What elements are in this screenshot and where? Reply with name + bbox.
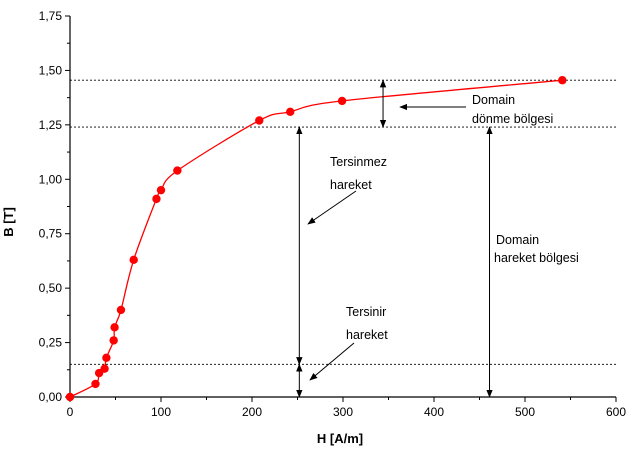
reference-lines: [70, 79, 616, 365]
data-point: [100, 364, 109, 373]
x-tick-label: 0: [67, 405, 74, 419]
data-point: [173, 166, 182, 175]
y-tick-label: 0,00: [39, 390, 63, 404]
annotation-tersinir-line2: hareket: [346, 328, 388, 342]
data-point: [156, 185, 166, 195]
annotation-domain-donme-line2: dönme bölgesi: [472, 112, 553, 126]
data-point: [255, 116, 264, 125]
data-point: [337, 96, 347, 106]
data-point: [109, 336, 118, 345]
y-ticks: 0,00 0,25 0,50 0,75 1,00 1,25 1,50 1,75: [39, 9, 70, 404]
tersinmez-pointer-arrow: [307, 190, 357, 225]
y-tick-label: 1,75: [39, 9, 63, 23]
y-tick-label: 0,75: [39, 227, 63, 241]
x-ticks: 0 100 200 300 400 500 600: [67, 397, 626, 419]
annotation-tersinmez-line2: hareket: [330, 178, 372, 192]
annotation-domain-donme-line1: Domain: [472, 93, 515, 107]
data-point: [558, 76, 567, 85]
data-point: [286, 107, 295, 116]
fitted-curve: [69, 79, 563, 398]
x-tick-label: 500: [515, 405, 535, 419]
data-point: [129, 255, 138, 265]
annotation-domain-hareket-line2: hareket bölgesi: [494, 251, 579, 265]
y-tick-label: 0,25: [39, 336, 63, 350]
data-point: [65, 392, 75, 402]
data-point: [116, 305, 126, 315]
y-tick-label: 1,50: [39, 63, 63, 77]
x-tick-label: 400: [424, 405, 444, 419]
annotation-tersinmez-line1: Tersinmez: [330, 155, 387, 169]
x-tick-label: 200: [242, 405, 262, 419]
tersinir-pointer-arrow: [309, 342, 355, 381]
data-point: [152, 194, 161, 204]
x-tick-label: 300: [333, 405, 353, 419]
y-tick-label: 0,50: [39, 281, 63, 295]
axes: [69, 16, 616, 398]
x-axis-title: H [A/m]: [317, 431, 363, 446]
y-tick-label: 1,00: [39, 172, 63, 186]
data-point: [102, 353, 111, 363]
annotation-domain-hareket-line1: Domain: [496, 233, 539, 247]
y-axis-title: B [T]: [1, 207, 16, 237]
data-points: [65, 76, 567, 402]
y-tick-label: 1,25: [39, 118, 63, 132]
annotation-tersinir-line1: Tersinir: [346, 305, 386, 319]
x-tick-label: 100: [151, 405, 171, 419]
x-tick-label: 600: [606, 405, 626, 419]
data-point: [110, 323, 119, 332]
region-arrows: [296, 79, 493, 398]
data-point: [91, 379, 100, 389]
